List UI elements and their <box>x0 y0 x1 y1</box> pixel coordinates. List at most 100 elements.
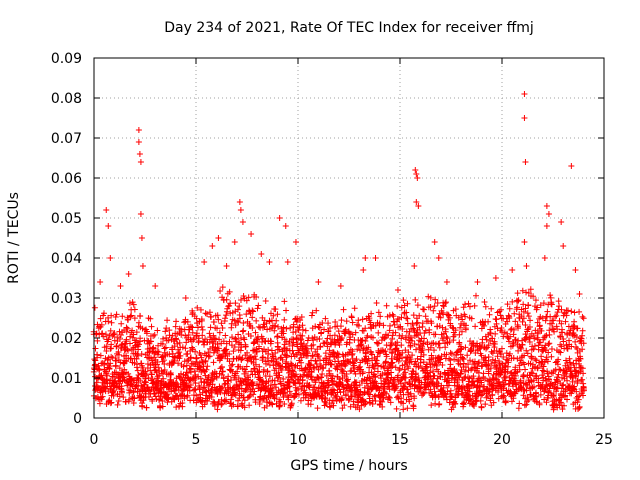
data-point <box>528 355 535 362</box>
data-point <box>127 313 134 320</box>
data-point <box>519 318 526 325</box>
data-point <box>334 354 341 361</box>
data-point <box>330 402 337 409</box>
data-point <box>184 374 191 381</box>
data-point <box>343 318 350 325</box>
data-point <box>252 353 259 360</box>
data-point <box>462 368 469 375</box>
data-point <box>437 314 444 321</box>
data-point <box>133 355 140 362</box>
data-point <box>113 342 120 349</box>
data-point <box>466 388 473 395</box>
data-point <box>198 323 205 330</box>
data-point <box>366 391 373 398</box>
data-point <box>523 289 530 296</box>
data-point-peak <box>576 291 583 297</box>
data-points <box>90 91 587 413</box>
x-tick-label: 5 <box>192 432 201 448</box>
data-point-peak <box>139 263 146 269</box>
data-point <box>347 334 354 341</box>
data-point <box>151 331 158 338</box>
data-point <box>448 393 455 400</box>
data-point <box>478 363 485 370</box>
data-point <box>568 343 575 350</box>
data-point <box>184 370 191 377</box>
data-point <box>321 326 328 333</box>
data-point <box>203 366 210 373</box>
data-point-peak <box>152 283 159 289</box>
data-point <box>478 403 485 410</box>
data-point <box>319 320 326 327</box>
data-point <box>167 371 174 378</box>
data-point <box>287 325 294 332</box>
data-point <box>147 355 154 362</box>
data-point-peak <box>282 223 289 229</box>
data-point <box>537 339 544 346</box>
data-point <box>465 361 472 368</box>
data-point <box>256 401 263 408</box>
data-point <box>210 332 217 339</box>
data-point <box>567 367 574 374</box>
data-point <box>323 339 330 346</box>
data-point <box>477 392 484 399</box>
data-point <box>199 326 206 333</box>
data-point <box>387 399 394 406</box>
data-point <box>497 312 504 319</box>
data-point <box>442 326 449 333</box>
data-point <box>298 336 305 343</box>
data-point <box>523 334 530 341</box>
data-point <box>227 300 234 307</box>
data-point <box>564 345 571 352</box>
data-point <box>295 391 302 398</box>
data-point <box>500 392 507 399</box>
data-point <box>412 376 419 383</box>
data-point <box>405 365 412 372</box>
data-point <box>135 346 142 353</box>
data-point-peak <box>138 235 145 241</box>
data-point <box>567 362 574 369</box>
data-point <box>462 301 469 308</box>
data-point <box>347 403 354 410</box>
data-point <box>475 360 482 367</box>
data-point <box>284 392 291 399</box>
x-tick-label: 10 <box>289 432 307 448</box>
data-point <box>562 318 569 325</box>
data-point <box>500 333 507 340</box>
data-point <box>573 334 580 341</box>
data-point <box>550 392 556 399</box>
data-point-peak <box>258 251 265 257</box>
data-point <box>118 320 125 327</box>
data-point <box>135 352 142 359</box>
data-point <box>551 400 558 407</box>
data-point <box>415 364 422 371</box>
data-point <box>356 392 363 399</box>
data-point <box>445 382 452 389</box>
data-point <box>377 375 384 382</box>
data-point <box>265 350 272 357</box>
data-point <box>265 378 272 385</box>
data-point <box>252 356 259 363</box>
data-point <box>214 312 221 319</box>
data-point <box>312 357 319 364</box>
data-point <box>530 293 537 300</box>
data-point <box>504 318 511 325</box>
data-point <box>381 335 388 342</box>
data-point <box>579 346 586 353</box>
data-point <box>416 312 423 319</box>
data-point <box>234 397 241 404</box>
axis-ticks <box>93 57 605 419</box>
data-point <box>202 372 209 379</box>
data-point <box>175 386 182 393</box>
data-point <box>111 330 118 337</box>
data-point <box>399 349 406 356</box>
data-point <box>525 396 532 403</box>
data-point <box>490 371 497 378</box>
data-point <box>119 313 126 320</box>
data-point <box>470 378 477 385</box>
data-point <box>204 363 211 370</box>
data-point <box>273 400 280 407</box>
data-point-peak <box>105 223 112 229</box>
data-point <box>272 356 279 363</box>
data-point <box>542 342 549 349</box>
